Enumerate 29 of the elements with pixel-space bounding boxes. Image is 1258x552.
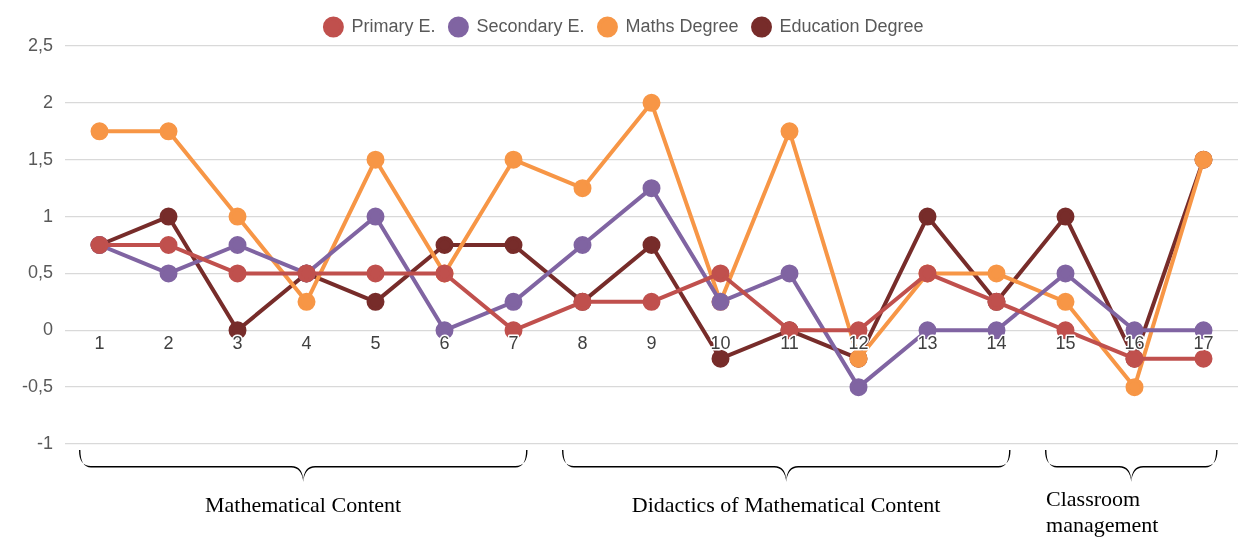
- x-tick-label: 17: [1193, 333, 1214, 354]
- x-tick-label: 8: [577, 333, 588, 354]
- x-tick-label: 5: [370, 333, 381, 354]
- y-tick-label: 1: [43, 205, 54, 226]
- legend-label: Maths Degree: [625, 15, 739, 36]
- x-tick-label: 13: [917, 333, 938, 354]
- y-tick-label: 2,5: [27, 34, 54, 55]
- x-tick-label: 14: [986, 333, 1007, 354]
- y-tick-label: 2: [43, 91, 54, 112]
- x-tick-label: 3: [232, 333, 243, 354]
- x-tick-label: 11: [780, 333, 799, 354]
- x-tick-label: 15: [1055, 333, 1076, 354]
- text: Mathematical Content: [205, 492, 402, 518]
- legend-label: Education Degree: [779, 15, 924, 36]
- x-tick-label: 7: [508, 333, 519, 354]
- x-tick-label: 1: [94, 333, 105, 354]
- x-tick-label: 9: [646, 333, 657, 354]
- y-tick-label: -0,5: [21, 376, 54, 397]
- y-tick-label: 0: [43, 319, 54, 340]
- y-tick-label: 1,5: [27, 148, 54, 169]
- x-tick-label: 6: [439, 333, 450, 354]
- y-tick-label: 0,5: [27, 262, 54, 283]
- x-tick-label: 2: [163, 333, 174, 354]
- text: Classroom management: [1046, 486, 1160, 538]
- text: Didactics of Mathematical Content: [631, 492, 941, 518]
- legend-label: Primary E.: [351, 15, 436, 36]
- y-tick-label: -1: [37, 432, 54, 453]
- legend-label: Secondary E.: [476, 15, 585, 36]
- x-tick-label: 4: [301, 333, 312, 354]
